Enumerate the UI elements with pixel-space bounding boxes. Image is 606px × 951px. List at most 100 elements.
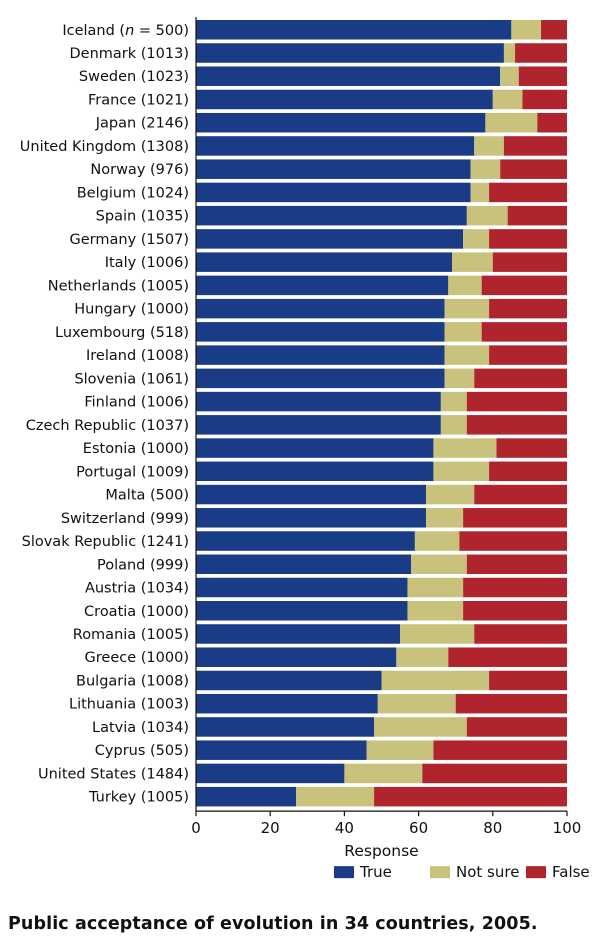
bar-true-0 [196,20,512,40]
x-tick-label-1: 20 [261,819,280,837]
bar-not-sure-20 [426,484,475,505]
x-axis-title: Response [344,842,418,860]
bar-false-26 [474,624,567,644]
bar-false-1 [515,43,567,63]
bar-false-6 [500,159,567,179]
category-label-20: Malta (500) [105,488,189,504]
bar-true-30 [196,717,375,737]
bar-true-19 [196,461,434,482]
category-label-30: Latvia (1034) [92,720,189,736]
category-label-1: Denmark (1013) [70,46,189,62]
category-label-25: Croatia (1000) [84,604,189,620]
legend-label-false: False [552,863,590,880]
bar-false-2 [518,66,567,86]
category-label-4: Japan (2146) [95,116,189,132]
bar-true-5 [196,136,475,156]
bar-true-31 [196,740,367,760]
category-label-18: Estonia (1000) [83,441,189,457]
bar-not-sure-33 [296,786,375,807]
bar-false-10 [492,252,567,272]
bar-true-6 [196,159,471,179]
bar-true-32 [196,763,345,784]
bar-false-17 [466,415,567,435]
bar-false-31 [433,740,567,760]
bar-not-sure-9 [463,229,490,249]
bar-false-19 [489,461,567,482]
category-label-29: Lithuania (1003) [69,697,189,713]
bar-false-7 [489,182,567,203]
bar-true-28 [196,670,382,691]
bar-not-sure-13 [444,322,482,342]
category-label-31: Cyprus (505) [95,743,189,759]
bar-false-9 [489,229,567,249]
category-label-3: France (1021) [88,92,189,108]
category-label-16: Finland (1006) [84,395,189,411]
bar-false-24 [463,577,567,598]
bar-true-15 [196,368,445,389]
bar-not-sure-25 [407,601,464,621]
x-tick-label-5: 100 [553,819,582,837]
category-label-9: Germany (1507) [70,232,189,248]
bar-true-27 [196,647,397,667]
category-label-15: Slovenia (1061) [74,371,189,387]
category-label-8: Spain (1035) [96,209,189,225]
bar-false-18 [496,438,567,458]
bar-false-23 [466,554,567,575]
category-label-13: Luxembourg (518) [55,325,189,341]
bar-false-33 [374,786,567,807]
bar-not-sure-0 [511,20,542,40]
x-tick-label-3: 60 [409,819,428,837]
bar-false-14 [489,345,567,365]
bar-true-1 [196,43,504,63]
bar-true-10 [196,252,452,272]
category-label-0: Iceland (n = 500) [62,23,189,39]
category-label-28: Bulgaria (1008) [76,673,189,689]
bar-not-sure-4 [485,112,538,133]
bar-false-11 [481,275,567,296]
bar-not-sure-3 [492,89,523,110]
bar-true-33 [196,786,297,807]
category-label-32: United States (1484) [38,766,189,782]
category-label-7: Belgium (1024) [77,185,189,201]
bar-not-sure-19 [433,461,490,482]
bar-true-4 [196,112,486,133]
bar-not-sure-29 [377,693,456,714]
bar-false-20 [474,484,567,505]
legend-swatch-not-sure [430,866,450,879]
category-label-23: Poland (999) [97,557,189,573]
bar-not-sure-5 [474,136,504,156]
bar-true-29 [196,693,378,714]
bar-not-sure-18 [433,438,497,458]
bar-true-2 [196,66,501,86]
bar-true-22 [196,531,415,551]
bar-true-20 [196,484,427,505]
bar-true-17 [196,415,441,435]
bar-true-14 [196,345,445,365]
bar-false-28 [489,670,567,691]
bar-false-15 [474,368,567,389]
figure-caption: Public acceptance of evolution in 34 cou… [8,914,538,934]
bar-not-sure-12 [444,298,490,319]
bar-not-sure-1 [503,43,516,63]
category-label-11: Netherlands (1005) [48,278,189,294]
bar-true-13 [196,322,445,342]
bar-not-sure-32 [344,763,423,784]
category-label-19: Portugal (1009) [76,464,189,480]
x-tick-label-2: 40 [335,819,354,837]
legend-label-true: True [359,863,392,880]
bar-not-sure-28 [381,670,490,691]
bar-not-sure-22 [414,531,460,551]
bar-not-sure-26 [400,624,475,644]
bar-not-sure-6 [470,159,501,179]
bar-not-sure-2 [500,66,519,86]
bar-true-11 [196,275,449,296]
category-label-14: Ireland (1008) [86,348,189,364]
bar-true-25 [196,601,408,621]
bar-true-18 [196,438,434,458]
bar-false-0 [541,20,567,40]
bar-false-32 [422,763,567,784]
bar-not-sure-10 [451,252,493,272]
bar-not-sure-31 [366,740,434,760]
bar-not-sure-30 [374,717,467,737]
bar-not-sure-17 [440,415,467,435]
